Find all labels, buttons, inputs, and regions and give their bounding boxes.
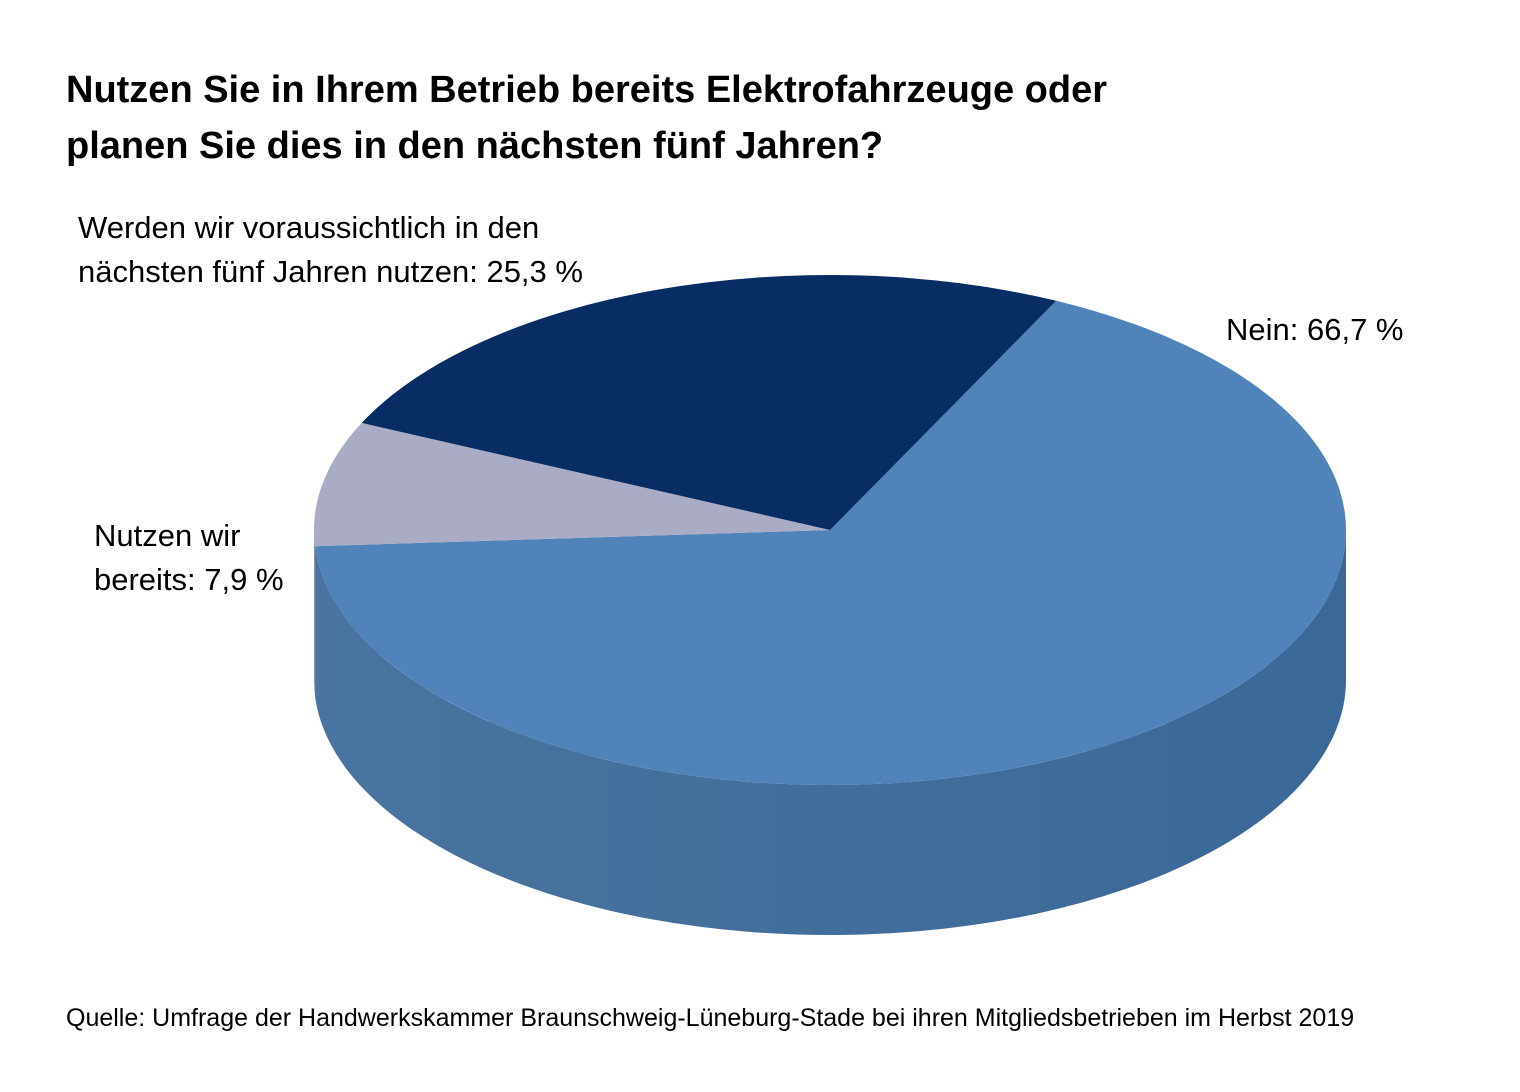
- slice-label-nein-line-1: Nein: 66,7 %: [1226, 312, 1404, 347]
- chart-title-line-2: planen Sie dies in den nächsten fünf Jah…: [66, 125, 884, 167]
- pie-slice-2: [361, 275, 1057, 530]
- chart-title-line-1: Nutzen Sie in Ihrem Betrieb bereits Elek…: [66, 69, 1108, 111]
- slice-label-zukunft: Werden wir voraussichtlich in den nächst…: [78, 206, 583, 294]
- slice-label-bereits: Nutzen wir bereits: 7,9 %: [94, 514, 284, 602]
- chart-title: Nutzen Sie in Ihrem Betrieb bereits Elek…: [66, 62, 1366, 174]
- source-note: Quelle: Umfrage der Handwerkskammer Brau…: [66, 1004, 1355, 1032]
- slice-label-nein: Nein: 66,7 %: [1226, 308, 1404, 352]
- pie-slice-0: [315, 300, 1346, 785]
- slice-label-zukunft-line-2: nächsten fünf Jahren nutzen: 25,3 %: [78, 254, 583, 289]
- pie-side-0-0: [315, 530, 1346, 936]
- slice-label-zukunft-line-1: Werden wir voraussichtlich in den: [78, 210, 540, 245]
- pie-side-1-0: [314, 530, 316, 697]
- pie-slice-1: [314, 422, 830, 547]
- slice-label-bereits-line-2: bereits: 7,9 %: [94, 562, 284, 597]
- slice-label-bereits-line-1: Nutzen wir: [94, 518, 241, 553]
